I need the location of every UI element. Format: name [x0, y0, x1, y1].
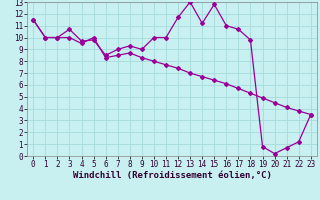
X-axis label: Windchill (Refroidissement éolien,°C): Windchill (Refroidissement éolien,°C): [73, 171, 271, 180]
